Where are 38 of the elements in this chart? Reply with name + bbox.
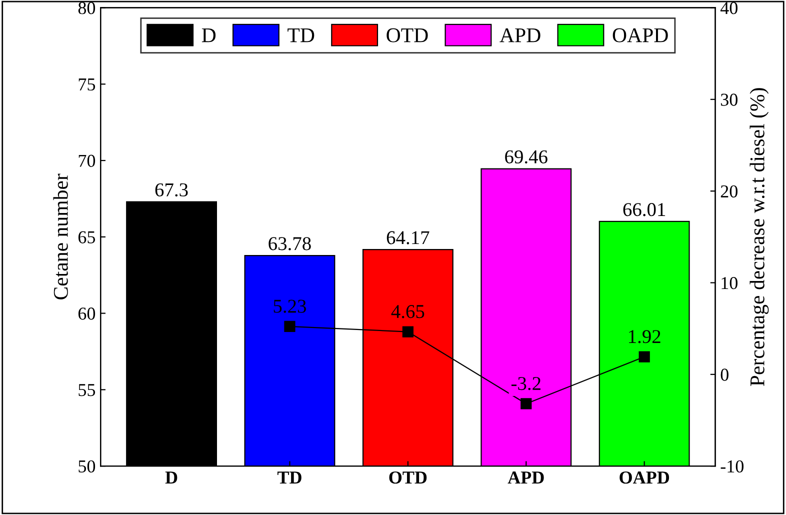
legend-label: D	[202, 28, 216, 42]
y-tick-label: 60	[78, 308, 96, 320]
data-label: 67.3	[155, 183, 188, 197]
data-label: 63.78	[268, 237, 311, 250]
y-tick-label: 50	[78, 460, 96, 473]
x-tick-label: OTD	[389, 472, 427, 484]
data-label: 69.46	[505, 150, 548, 164]
y2-tick-label: 40	[720, 2, 738, 14]
point	[402, 326, 414, 338]
y2-tick-label: 30	[720, 94, 738, 106]
y2-tick-label: 0	[720, 368, 728, 381]
data-label: 66.01	[623, 203, 666, 216]
data-label: -3.2	[511, 377, 540, 390]
point	[284, 320, 296, 332]
x-tick-label: OAPD	[620, 472, 670, 484]
y2-axis-title: Percentage decrease w.r.t diesel (%)	[750, 88, 769, 386]
x-tick-label: D	[165, 472, 178, 484]
y-tick-label: 55	[78, 384, 96, 396]
y2-tick-label: 10	[722, 276, 738, 290]
legend-label: OAPD	[612, 28, 668, 42]
x-tick-label: TD	[277, 472, 302, 484]
point	[638, 351, 650, 362]
y-tick-label: 70	[78, 154, 96, 167]
y2-tick-label: 20	[720, 185, 738, 198]
data-label: 5.23	[274, 300, 306, 313]
legend-label: OTD	[386, 28, 428, 42]
y-tick-label: 75	[78, 78, 96, 91]
y-tick-label: 65	[78, 231, 96, 244]
data-label: 4.65	[391, 305, 424, 318]
x-tick-label: APD	[508, 472, 544, 484]
data-label: 1.92	[629, 330, 660, 344]
point	[520, 398, 532, 410]
y2-tick-label: -10	[720, 460, 744, 473]
y-tick-label: 80	[78, 2, 96, 14]
legend-label: APD	[500, 28, 540, 42]
y-axis-title: Cetane number	[53, 174, 68, 300]
data-label: 64.17	[386, 231, 430, 244]
legend-label: TD	[288, 28, 314, 42]
